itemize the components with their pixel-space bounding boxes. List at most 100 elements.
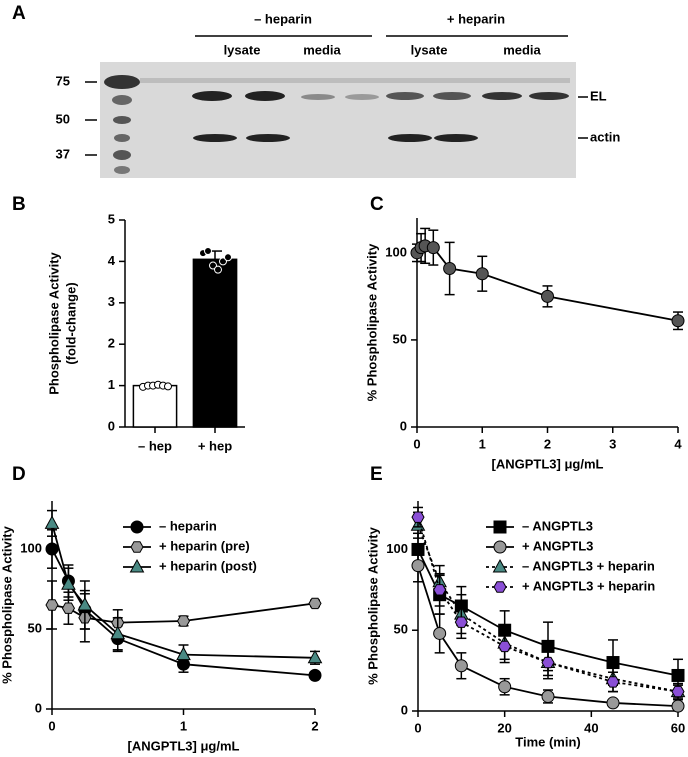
marker: [433, 584, 447, 596]
x-tick-label: + hep: [198, 438, 232, 453]
data-point: [164, 382, 172, 391]
marker: [176, 615, 191, 627]
y-tick-label: 50: [394, 622, 408, 637]
x-tick-label: 0: [413, 436, 420, 451]
x-axis-label: [ANGPTL3] μg/mL: [128, 738, 240, 753]
x-tick-label: 40: [584, 720, 598, 735]
y-tick-label: 5: [108, 211, 115, 226]
y-axis-label: % Phospholipase Activity: [0, 525, 14, 683]
y-axis-label: (fold-change): [63, 282, 78, 364]
marker: [606, 676, 620, 688]
legend-marker: [129, 558, 145, 573]
x-tick-label: 0: [414, 720, 421, 735]
x-tick-label: 1: [180, 718, 187, 733]
marker: [454, 616, 468, 628]
bar: [192, 258, 238, 428]
marker: [45, 599, 59, 611]
marker: [45, 542, 59, 556]
x-tick-label: 3: [609, 436, 616, 451]
y-tick-label: 0: [401, 702, 408, 717]
y-tick-label: 1: [108, 377, 115, 392]
band-label: actin: [590, 129, 620, 144]
x-tick-label: 1: [479, 436, 486, 451]
marker: [498, 680, 512, 694]
marker: [671, 685, 685, 698]
marker: [671, 668, 685, 682]
y-axis-label: % Phospholipase Activity: [365, 526, 380, 684]
lane-label: lysate: [224, 42, 261, 57]
y-axis-label: Phospholipase Activity: [46, 251, 61, 394]
marker: [671, 314, 685, 328]
legend-label: + ANGPTL3 + heparin: [522, 578, 655, 593]
legend-label: – ANGPTL3: [522, 518, 593, 533]
panel-label: A: [12, 3, 26, 24]
group-label: – heparin: [254, 11, 312, 26]
marker: [110, 625, 126, 640]
y-tick-label: 0: [108, 418, 115, 433]
lane-label: media: [303, 42, 341, 57]
marker: [411, 559, 425, 573]
panel-label: B: [12, 194, 26, 215]
marker: [308, 668, 322, 682]
series-line: [416, 244, 679, 322]
marker: [443, 262, 457, 276]
marker: [61, 576, 76, 590]
legend-marker: [493, 540, 507, 554]
group-label: + heparin: [447, 11, 505, 26]
marker: [541, 289, 554, 303]
legend-marker: [130, 541, 144, 553]
x-tick-label: 20: [497, 720, 511, 735]
marker: [77, 596, 93, 611]
y-tick-label: 0: [35, 700, 42, 715]
lane-label: lysate: [411, 42, 448, 57]
panel-label: E: [370, 464, 383, 485]
y-tick-label: 100: [385, 244, 407, 259]
legend-label: + ANGPTL3: [522, 538, 593, 553]
marker: [541, 656, 555, 669]
marker: [426, 241, 440, 255]
marker: [44, 515, 60, 529]
y-axis-label: % Phospholipase Activity: [364, 243, 379, 401]
marker: [454, 659, 468, 673]
band-label: EL: [590, 88, 607, 103]
data-point: [214, 265, 222, 274]
ladder-label: 75: [56, 73, 70, 88]
legend-label: + heparin (pre): [159, 538, 250, 553]
y-tick-label: 4: [108, 253, 116, 268]
marker: [61, 602, 76, 614]
y-tick-label: 100: [20, 540, 42, 555]
series-line: [51, 523, 316, 659]
x-tick-label: – hep: [138, 438, 172, 453]
panel-label: C: [370, 194, 384, 215]
ladder-label: 37: [56, 146, 70, 161]
marker: [176, 646, 191, 661]
legend-label: – heparin: [159, 518, 217, 533]
marker: [606, 696, 620, 710]
legend-marker: [493, 581, 507, 593]
marker: [433, 626, 447, 640]
marker: [308, 597, 322, 610]
lane-label: media: [503, 42, 541, 57]
marker: [307, 649, 323, 664]
x-tick-label: 60: [671, 720, 685, 735]
y-tick-label: 2: [108, 336, 115, 351]
y-tick-label: 50: [28, 620, 42, 635]
x-tick-label: 0: [48, 718, 55, 733]
y-tick-label: 0: [400, 418, 407, 433]
data-point: [224, 253, 232, 262]
y-tick-label: 50: [393, 331, 407, 346]
bar: [132, 384, 178, 428]
ladder-label: 50: [56, 111, 70, 126]
gel-image: [100, 62, 576, 178]
marker: [475, 267, 489, 281]
legend-marker: [130, 520, 144, 534]
x-axis-label: [ANGPTL3] μg/mL: [492, 456, 604, 471]
marker: [541, 689, 555, 703]
data-point: [219, 257, 227, 266]
legend-marker: [492, 558, 508, 573]
x-tick-label: 4: [674, 436, 682, 451]
data-point: [209, 261, 217, 270]
panel-label: D: [12, 464, 26, 485]
x-tick-label: 2: [311, 718, 318, 733]
